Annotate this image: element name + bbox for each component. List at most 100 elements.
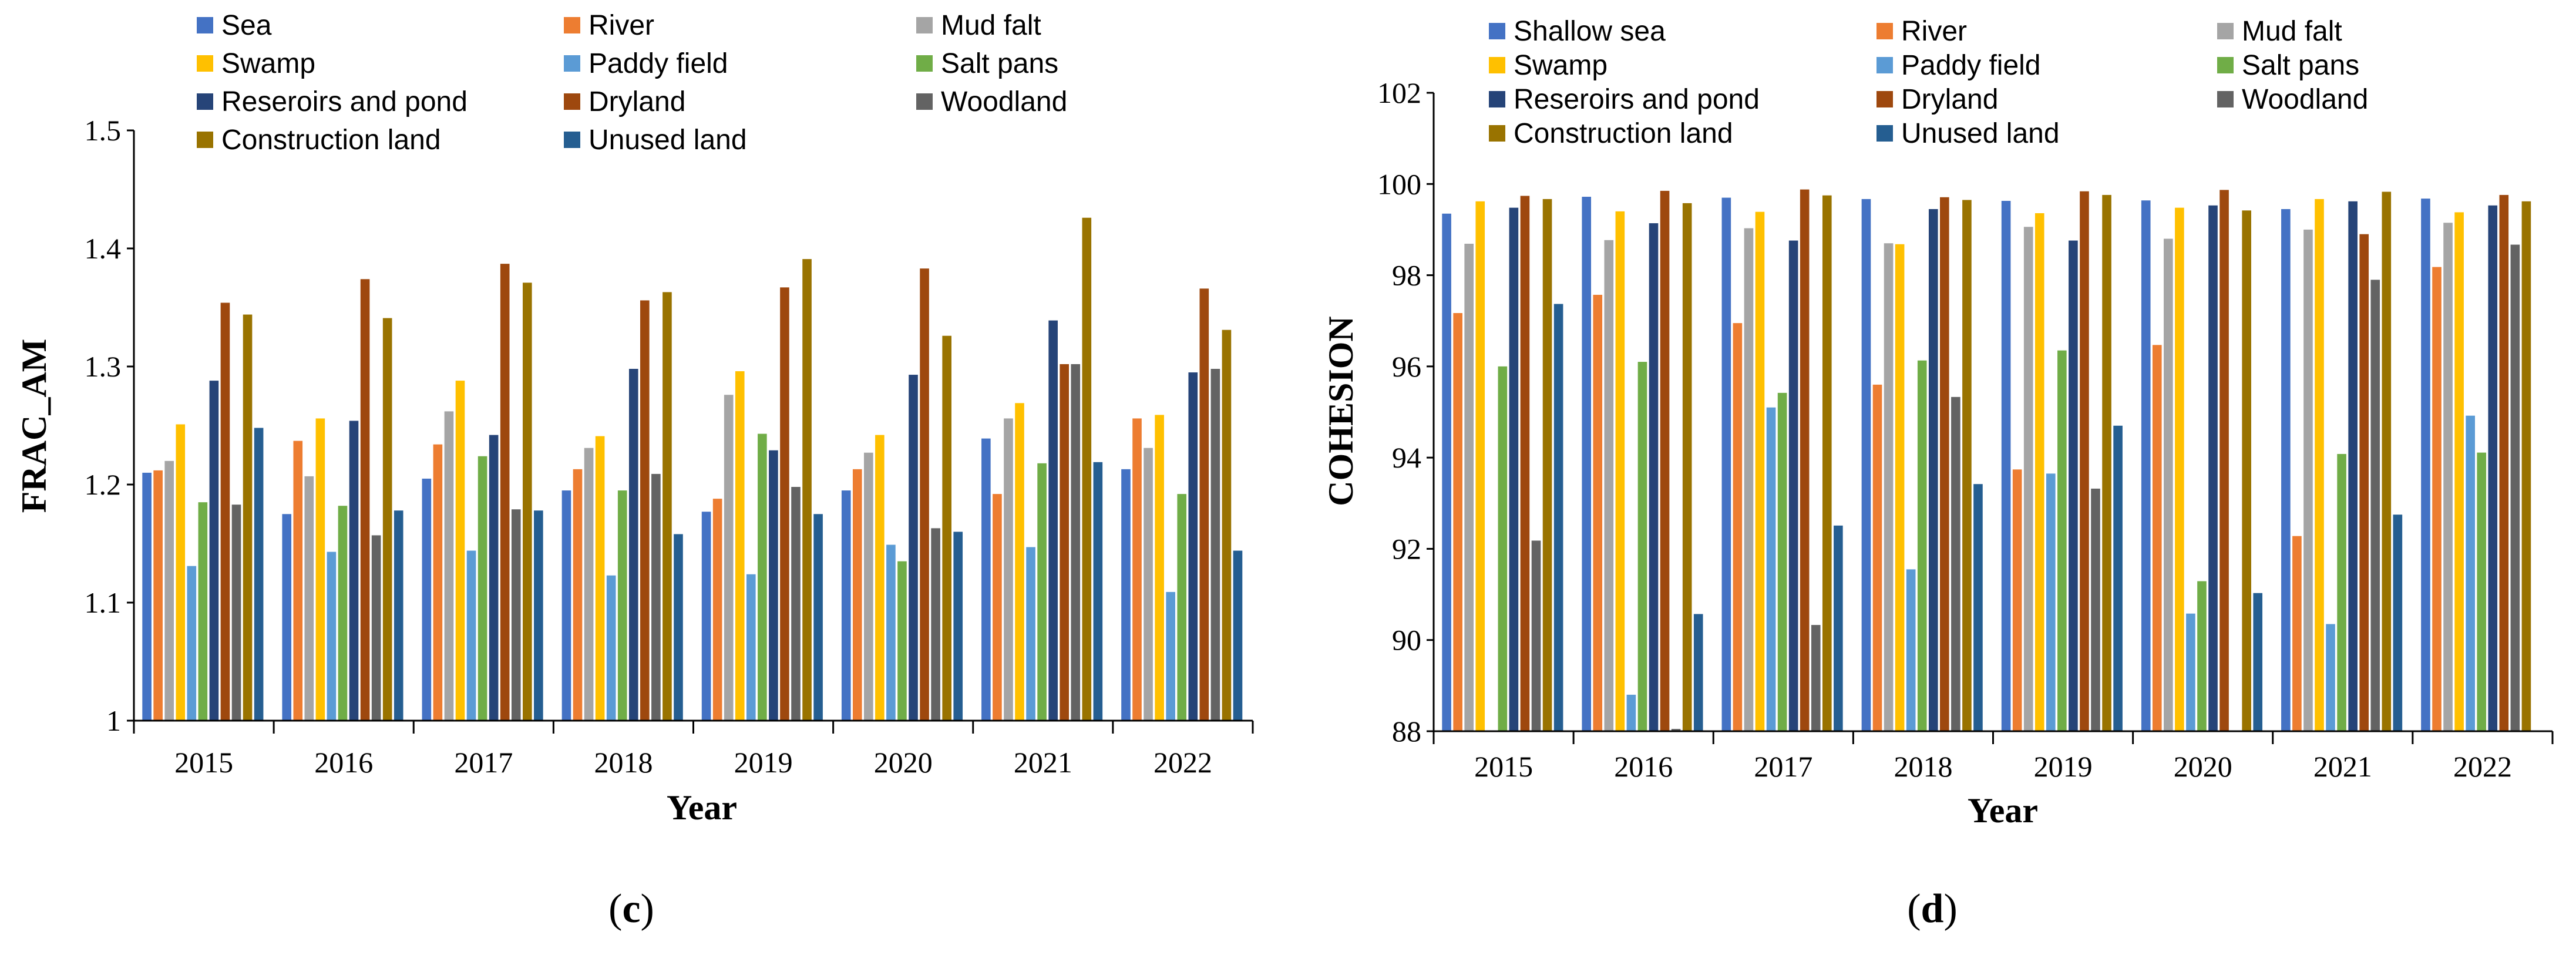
bar [2421,199,2430,731]
bar [663,292,672,721]
legend-item: Sea [197,10,272,41]
bar [2292,536,2302,731]
legend-label: Shallow sea [1514,16,1666,47]
legend-item: Salt pans [2217,50,2359,81]
bar [1132,418,1142,721]
legend-item: Reseroirs and pond [197,86,468,117]
bar [758,433,767,721]
legend-label: Woodland [941,86,1067,117]
y-axis-title: COHESION [1321,316,1360,506]
legend-label: Reseroirs and pond [221,86,468,117]
bar [304,476,314,721]
bar [1671,729,1681,731]
bar [2477,452,2487,731]
bar [2208,205,2218,731]
bar [724,395,734,721]
bar [1048,320,1058,721]
bar [489,435,499,721]
bar [176,424,186,721]
x-tick-label: 2022 [1154,746,1212,779]
bar [864,452,873,721]
legend-swatch [1876,57,1893,73]
bar [674,534,683,721]
bar [164,460,174,721]
bar [2359,234,2369,731]
bar [617,490,627,721]
bar [382,318,392,721]
bar [2141,200,2151,731]
bar [1453,313,1462,731]
bar [153,470,163,721]
bar [422,478,432,721]
legend-swatch [564,55,580,72]
legend-swatch [916,55,933,72]
bar [282,514,292,721]
legend-label: Swamp [1514,50,1608,81]
legend-item: Unused land [1876,118,2060,149]
bar [920,268,929,721]
legend-item: River [564,10,654,41]
bar [2219,190,2229,731]
bar [534,510,543,721]
bar [1800,189,1810,732]
x-tick-label: 2016 [314,746,373,779]
bar [1626,694,1636,731]
bar [993,494,1002,721]
legend-swatch [916,17,933,33]
legend-swatch [1489,91,1505,107]
bar [1004,418,1013,721]
legend-label: River [1901,16,1967,47]
bar [2080,191,2089,732]
bar [2326,624,2335,731]
legend-swatch [2217,57,2234,73]
bar [735,371,745,721]
legend-label: Construction land [221,125,441,156]
legend-swatch [1489,125,1505,142]
bar [220,302,230,721]
bar [1872,384,1882,731]
bar [2521,201,2531,731]
bar [1060,364,1070,721]
bar [1766,407,1776,731]
bar [1604,240,1614,731]
bar [628,369,638,721]
bar [2164,238,2173,732]
bar [209,381,219,721]
bar [2057,350,2067,731]
legend-swatch [197,55,213,72]
bar [1188,372,1198,721]
legend-label: River [588,10,654,41]
bar [2315,199,2324,731]
bar [254,428,264,721]
bar [1940,197,1949,731]
bar [2152,345,2162,731]
x-tick-label: 2018 [594,746,653,779]
bar [2102,194,2111,731]
y-axis-title: FRAC_AM [15,339,53,513]
bar [444,411,454,721]
bar [1951,396,1960,731]
bar [1475,201,1485,731]
bar [2113,425,2123,731]
bar [2091,488,2100,731]
bar [1962,200,1972,732]
x-tick-label: 2020 [874,746,933,779]
bar [780,287,789,721]
bar [142,472,152,721]
legend-swatch [1489,23,1505,39]
bar [1649,223,1659,731]
legend-label: Sea [221,10,272,41]
legend-item: Dryland [1876,84,1998,115]
bar [897,561,907,721]
bar [1144,448,1153,721]
bar [2175,207,2184,731]
legend-swatch [197,132,213,148]
bar [2242,210,2251,731]
x-tick-label: 2019 [2034,750,2093,783]
bar [1582,197,1592,731]
bar [651,473,661,721]
bar [746,574,756,721]
bar [2023,227,2033,731]
legend-swatch [1489,57,1505,73]
